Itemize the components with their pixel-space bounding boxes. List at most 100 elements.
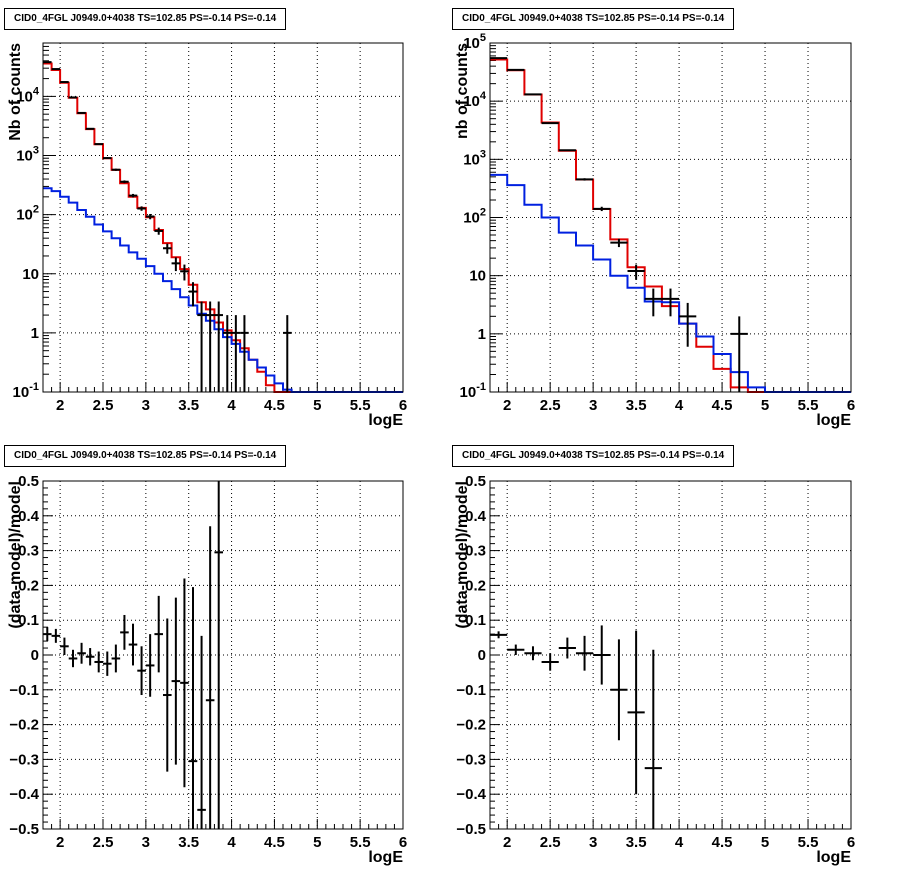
x-tick-label: 6 (399, 834, 407, 851)
y-tick-label: 0.4 (465, 508, 487, 525)
y-axis-label: (data-model)/model (7, 481, 24, 629)
grid-lines (43, 481, 403, 829)
x-tick-label: 4 (675, 397, 684, 414)
x-tick-label: 5 (761, 397, 769, 414)
x-tick-label: 5.5 (798, 834, 819, 851)
grid-lines (43, 43, 403, 392)
x-tick-label: 3 (142, 834, 150, 851)
grid-lines (490, 43, 851, 392)
y-tick-label: 0.5 (18, 473, 39, 490)
y-tick-label: 0 (478, 647, 486, 664)
x-tick-label: 6 (847, 397, 855, 414)
x-tick-label: 3 (589, 397, 597, 414)
x-tick-label: 5.5 (350, 834, 371, 851)
y-tick-label: 10-1 (460, 381, 486, 401)
x-tick-label: 4.5 (264, 834, 285, 851)
y-tick-label: 0.1 (465, 612, 486, 629)
y-tick-label: 0.3 (18, 543, 39, 560)
plot-area (43, 61, 403, 393)
x-tick-label: 2 (503, 834, 511, 851)
y-tick-label: 0 (31, 647, 39, 664)
y-tick-label: −0.3 (9, 751, 39, 768)
total-model-line (43, 62, 403, 393)
y-tick-label: 0.1 (18, 612, 39, 629)
x-tick-label: 3 (589, 834, 597, 851)
x-tick-label: 5 (313, 397, 321, 414)
x-tick-label: 5 (761, 834, 769, 851)
plot-frame (489, 42, 852, 393)
x-tick-label: 4 (675, 834, 684, 851)
y-tick-label: 1 (31, 325, 39, 342)
y-tick-label: 0.5 (465, 473, 486, 490)
x-tick-label: 2 (503, 397, 511, 414)
y-tick-label: −0.2 (456, 717, 486, 734)
y-tick-label: −0.3 (456, 751, 486, 768)
plot-area (43, 481, 223, 829)
y-tick-label: 0.4 (18, 508, 40, 525)
plot-frame (42, 42, 404, 393)
grid-lines (490, 481, 851, 829)
data-points (490, 57, 748, 392)
x-tick-label: 2.5 (93, 834, 114, 851)
x-axis-label: logE (816, 412, 851, 429)
y-tick-label: −0.4 (9, 786, 39, 803)
y-tick-label: 104 (16, 85, 40, 105)
y-tick-label: 105 (463, 32, 486, 52)
y-tick-label: 102 (463, 207, 486, 227)
y-tick-label: 0.3 (465, 543, 486, 560)
y-tick-label: −0.4 (456, 786, 486, 803)
y-tick-label: 103 (463, 148, 486, 168)
plot-frame (42, 480, 404, 830)
x-tick-label: 3 (142, 397, 150, 414)
x-tick-label: 2 (56, 397, 64, 414)
plot-area (490, 625, 662, 829)
axis-ticks (489, 480, 852, 830)
x-tick-label: 2.5 (540, 834, 561, 851)
component-model-line (490, 173, 851, 393)
chart-title-2: CID0_4FGL J0949.0+4038 TS=102.85 PS=-0.1… (452, 8, 735, 30)
chart-3: 2 2.5 3 3.5 4 4.5 5 5.5 6 −0.5 −0.4 −0.3 −0.2 −0.1 0 0.… (7, 473, 407, 866)
x-tick-label: 2.5 (93, 397, 114, 414)
x-tick-label: 4 (227, 834, 236, 851)
y-tick-label: −0.2 (9, 717, 39, 734)
plot-area (490, 57, 851, 393)
axis-ticks (42, 42, 404, 393)
x-axis-label: logE (368, 849, 403, 866)
y-axis-label: nb of counts (454, 43, 471, 139)
total-model-line (490, 58, 851, 393)
x-tick-label: 4.5 (712, 397, 733, 414)
y-tick-label: 1 (478, 326, 486, 343)
x-tick-label: 2 (56, 834, 64, 851)
chart-title-1: CID0_4FGL J0949.0+4038 TS=102.85 PS=-0.1… (4, 8, 287, 30)
plot-frame (489, 480, 852, 830)
y-axis-label: Nb of counts (7, 43, 24, 141)
x-tick-label: 3.5 (178, 397, 199, 414)
x-tick-label: 4 (227, 397, 236, 414)
data-points (490, 625, 662, 829)
y-tick-label: −0.5 (9, 821, 39, 838)
x-tick-label: 5.5 (350, 397, 371, 414)
x-tick-label: 3.5 (626, 834, 647, 851)
x-tick-label: 5.5 (798, 397, 819, 414)
component-model-line (43, 187, 403, 393)
y-tick-label: 0.2 (465, 577, 486, 594)
chart-4: 2 2.5 3 3.5 4 4.5 5 5.5 6 −0.5 −0.4 −0.3 −0.2 −0.1 0 0.… (454, 473, 855, 866)
x-tick-label: 5 (313, 834, 321, 851)
x-tick-label: 2.5 (540, 397, 561, 414)
y-tick-label: 0.2 (18, 577, 39, 594)
x-tick-label: 3.5 (626, 397, 647, 414)
y-tick-label: −0.1 (9, 682, 39, 699)
x-axis-label: logE (816, 849, 851, 866)
chart-1: 2 2.5 3 3.5 4 4.5 5 5.5 6 10-1 1 10 102 103 104 logE Nb … (7, 42, 407, 429)
axis-ticks (489, 42, 852, 393)
x-tick-label: 4.5 (712, 834, 733, 851)
y-axis-label: (data-model)/model (454, 481, 471, 629)
y-tick-label: −0.1 (456, 682, 486, 699)
x-axis-label: logE (368, 412, 403, 429)
y-tick-label: 10 (22, 266, 39, 283)
chart-2: 2 2.5 3 3.5 4 4.5 5 5.5 6 10-1 1 10 102 103 104 105 logE… (454, 32, 855, 429)
x-tick-label: 6 (847, 834, 855, 851)
chart-title-4: CID0_4FGL J0949.0+4038 TS=102.85 PS=-0.1… (452, 445, 735, 467)
x-tick-label: 6 (399, 397, 407, 414)
y-tick-label: 10 (469, 268, 486, 285)
